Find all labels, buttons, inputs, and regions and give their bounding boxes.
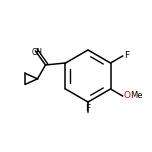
Text: CH: CH <box>31 48 42 57</box>
Text: O: O <box>124 92 131 100</box>
Text: F: F <box>85 104 91 113</box>
Text: 2: 2 <box>35 48 39 53</box>
Text: F: F <box>124 52 129 60</box>
Text: Me: Me <box>130 92 142 100</box>
